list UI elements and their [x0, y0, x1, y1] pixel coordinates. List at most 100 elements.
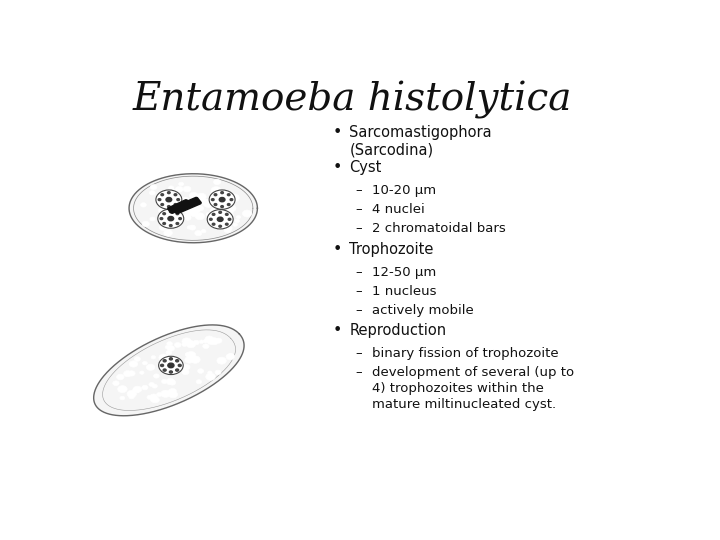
- Circle shape: [168, 391, 178, 398]
- Circle shape: [206, 338, 213, 343]
- Circle shape: [162, 208, 168, 213]
- Circle shape: [161, 194, 163, 195]
- Circle shape: [226, 354, 235, 360]
- Circle shape: [168, 192, 170, 194]
- Circle shape: [217, 217, 223, 221]
- Circle shape: [215, 204, 217, 206]
- Circle shape: [158, 207, 166, 213]
- Circle shape: [228, 194, 230, 195]
- Circle shape: [193, 206, 202, 212]
- Circle shape: [158, 209, 184, 228]
- Circle shape: [199, 207, 204, 211]
- Circle shape: [186, 353, 190, 356]
- Circle shape: [169, 225, 172, 226]
- Text: –: –: [355, 366, 361, 379]
- Circle shape: [129, 395, 135, 399]
- Circle shape: [202, 230, 206, 233]
- Circle shape: [235, 219, 240, 222]
- Circle shape: [183, 186, 191, 192]
- Circle shape: [150, 217, 155, 221]
- Circle shape: [153, 374, 159, 378]
- Circle shape: [169, 371, 172, 373]
- Circle shape: [161, 379, 167, 383]
- Circle shape: [212, 199, 214, 200]
- Circle shape: [207, 210, 233, 229]
- Circle shape: [189, 206, 194, 210]
- Circle shape: [163, 217, 170, 222]
- Circle shape: [156, 393, 162, 396]
- Circle shape: [159, 225, 167, 231]
- Text: 4) trophozoites within the: 4) trophozoites within the: [372, 382, 544, 395]
- Text: 10-20 μm: 10-20 μm: [372, 184, 436, 197]
- Circle shape: [158, 356, 183, 375]
- Circle shape: [221, 206, 223, 207]
- Circle shape: [211, 187, 221, 194]
- Circle shape: [210, 338, 219, 345]
- Circle shape: [166, 200, 177, 209]
- Circle shape: [179, 364, 181, 367]
- Circle shape: [159, 354, 168, 361]
- Circle shape: [166, 350, 171, 355]
- Circle shape: [179, 205, 189, 213]
- Circle shape: [170, 190, 179, 196]
- Circle shape: [197, 193, 206, 200]
- Circle shape: [189, 205, 200, 213]
- Circle shape: [221, 203, 230, 211]
- Text: •: •: [333, 241, 342, 256]
- Circle shape: [134, 356, 140, 361]
- Circle shape: [228, 354, 234, 358]
- Circle shape: [167, 346, 174, 351]
- Circle shape: [209, 190, 235, 210]
- Circle shape: [176, 222, 179, 225]
- Circle shape: [168, 217, 174, 221]
- Text: Entamoeba histolytica: Entamoeba histolytica: [132, 82, 572, 119]
- Circle shape: [170, 206, 178, 212]
- Circle shape: [189, 200, 197, 206]
- Circle shape: [166, 368, 172, 373]
- Circle shape: [179, 198, 184, 202]
- Circle shape: [160, 223, 166, 228]
- Circle shape: [198, 206, 204, 210]
- Circle shape: [187, 204, 198, 212]
- Circle shape: [217, 357, 226, 364]
- Circle shape: [188, 201, 199, 209]
- Circle shape: [151, 355, 156, 359]
- Circle shape: [184, 215, 191, 220]
- Circle shape: [182, 338, 192, 345]
- Text: 1 nucleus: 1 nucleus: [372, 285, 436, 298]
- Circle shape: [163, 213, 166, 215]
- Circle shape: [214, 187, 220, 192]
- Text: 2 chromatoidal bars: 2 chromatoidal bars: [372, 222, 505, 235]
- Text: Reproduction: Reproduction: [349, 323, 446, 338]
- Circle shape: [220, 198, 225, 202]
- Circle shape: [189, 205, 198, 211]
- Circle shape: [132, 387, 140, 393]
- FancyBboxPatch shape: [172, 197, 201, 214]
- Circle shape: [193, 340, 199, 345]
- Circle shape: [150, 185, 157, 190]
- Circle shape: [165, 221, 170, 225]
- Circle shape: [194, 200, 201, 205]
- Circle shape: [164, 218, 171, 222]
- Circle shape: [161, 204, 163, 206]
- Text: –: –: [355, 203, 361, 216]
- Circle shape: [163, 369, 166, 371]
- Circle shape: [184, 204, 194, 211]
- Circle shape: [142, 221, 149, 227]
- Circle shape: [215, 338, 222, 343]
- Circle shape: [169, 357, 172, 360]
- Circle shape: [162, 205, 172, 213]
- Circle shape: [225, 213, 228, 215]
- Circle shape: [113, 381, 120, 386]
- Circle shape: [228, 213, 233, 217]
- Circle shape: [158, 195, 165, 201]
- Circle shape: [184, 214, 189, 219]
- Circle shape: [161, 390, 171, 397]
- Circle shape: [214, 193, 220, 198]
- Circle shape: [215, 194, 217, 195]
- Circle shape: [168, 222, 173, 226]
- Circle shape: [151, 397, 159, 403]
- Circle shape: [229, 194, 240, 202]
- Circle shape: [187, 200, 192, 204]
- Circle shape: [167, 389, 176, 396]
